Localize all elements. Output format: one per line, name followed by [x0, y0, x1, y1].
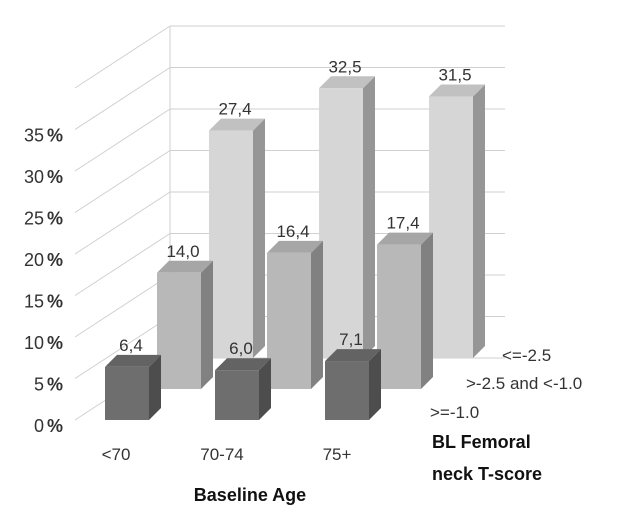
bar-top — [267, 240, 323, 253]
y-tick-label: 15 — [24, 292, 44, 312]
series-label: <=-2.5 — [502, 346, 551, 365]
y-tick-label: 0 — [34, 416, 44, 436]
gridline-side — [74, 150, 171, 213]
gridline-side — [74, 108, 171, 172]
depth-legend: >=-1.0 >-2.5 and <-1.0 <=-2.5 — [430, 346, 582, 422]
x-axis-title: Baseline Age — [194, 485, 306, 505]
bar-front — [209, 130, 253, 358]
y-tick-label: 25 — [24, 209, 44, 229]
y-tick-label: 30 — [24, 167, 44, 187]
bar — [105, 354, 161, 420]
bar-front — [157, 272, 201, 389]
y-tick-label: 5 — [34, 375, 44, 395]
series-label: >-2.5 and <-1.0 — [466, 374, 582, 393]
bar-front — [267, 252, 311, 389]
depth-axis-title-line2: neck T-score — [432, 464, 542, 484]
bar-front — [377, 244, 421, 389]
y-tick-unit: % — [47, 209, 63, 229]
data-label: 6,4 — [119, 336, 143, 355]
bar-front — [105, 366, 149, 420]
bars — [105, 76, 485, 420]
gridline-side — [74, 67, 171, 130]
bar-top — [157, 260, 213, 273]
gridline-side — [74, 233, 171, 296]
bar-side — [201, 260, 213, 389]
bar-side — [369, 349, 381, 420]
bar — [267, 240, 323, 389]
data-label: 17,4 — [386, 214, 419, 233]
category-label: 75+ — [323, 445, 352, 464]
bar-front — [429, 96, 473, 359]
y-tick-label: 35 — [24, 126, 44, 146]
bar-top — [319, 76, 375, 89]
bar — [319, 76, 375, 358]
bar-front — [319, 88, 363, 358]
gridline-side — [74, 191, 171, 255]
bar-side — [253, 118, 265, 358]
bar-side — [259, 358, 271, 420]
gridline-side — [74, 274, 171, 338]
bar-top — [209, 118, 265, 131]
category-labels: <70 70-74 75+ — [102, 445, 352, 464]
y-axis-ticks: 0 %5 %10 %15 %20 %25 %30 %35% — [24, 126, 63, 437]
y-tick-unit: % — [47, 333, 63, 353]
bar — [429, 84, 485, 359]
y-tick-unit: % — [47, 167, 63, 187]
y-tick-unit: % — [47, 292, 63, 312]
bar — [209, 118, 265, 358]
bar — [215, 358, 271, 420]
bar-side — [311, 240, 323, 389]
bar-top — [377, 232, 433, 245]
bar-front — [215, 370, 259, 420]
bar-top — [325, 349, 381, 362]
data-label: 16,4 — [276, 222, 309, 241]
data-label: 7,1 — [339, 330, 363, 349]
y-tick-label: 10 — [24, 333, 44, 353]
depth-axis-title-line1: BL Femoral — [432, 432, 531, 452]
category-label: <70 — [102, 445, 131, 464]
y-tick-unit: % — [47, 250, 63, 270]
bar-front — [325, 361, 369, 420]
data-label: 14,0 — [166, 242, 199, 261]
gridline-side — [74, 316, 171, 379]
bar — [157, 260, 213, 389]
bar-top — [429, 84, 485, 97]
category-label: 70-74 — [200, 445, 243, 464]
data-label: 31,5 — [438, 66, 471, 85]
series-label: >=-1.0 — [430, 403, 479, 422]
bar — [377, 232, 433, 389]
y-tick-unit: % — [47, 416, 63, 436]
bar-side — [421, 232, 433, 389]
bar — [325, 349, 381, 420]
data-label: 32,5 — [328, 57, 361, 76]
data-labels: 27,4 32,5 31,5 14,0 16,4 17,4 6,4 6,0 7,1 — [119, 57, 471, 358]
gridline-side — [74, 25, 171, 89]
data-label: 27,4 — [218, 100, 251, 119]
y-tick-unit: % — [47, 126, 63, 146]
y-tick-unit: % — [47, 375, 63, 395]
bar-side — [149, 354, 161, 420]
bar-top — [215, 358, 271, 371]
y-tick-label: 20 — [24, 250, 44, 270]
data-label: 6,0 — [229, 339, 253, 358]
bar-side — [363, 76, 375, 358]
bar-side — [473, 84, 485, 359]
bar-top — [105, 354, 161, 367]
